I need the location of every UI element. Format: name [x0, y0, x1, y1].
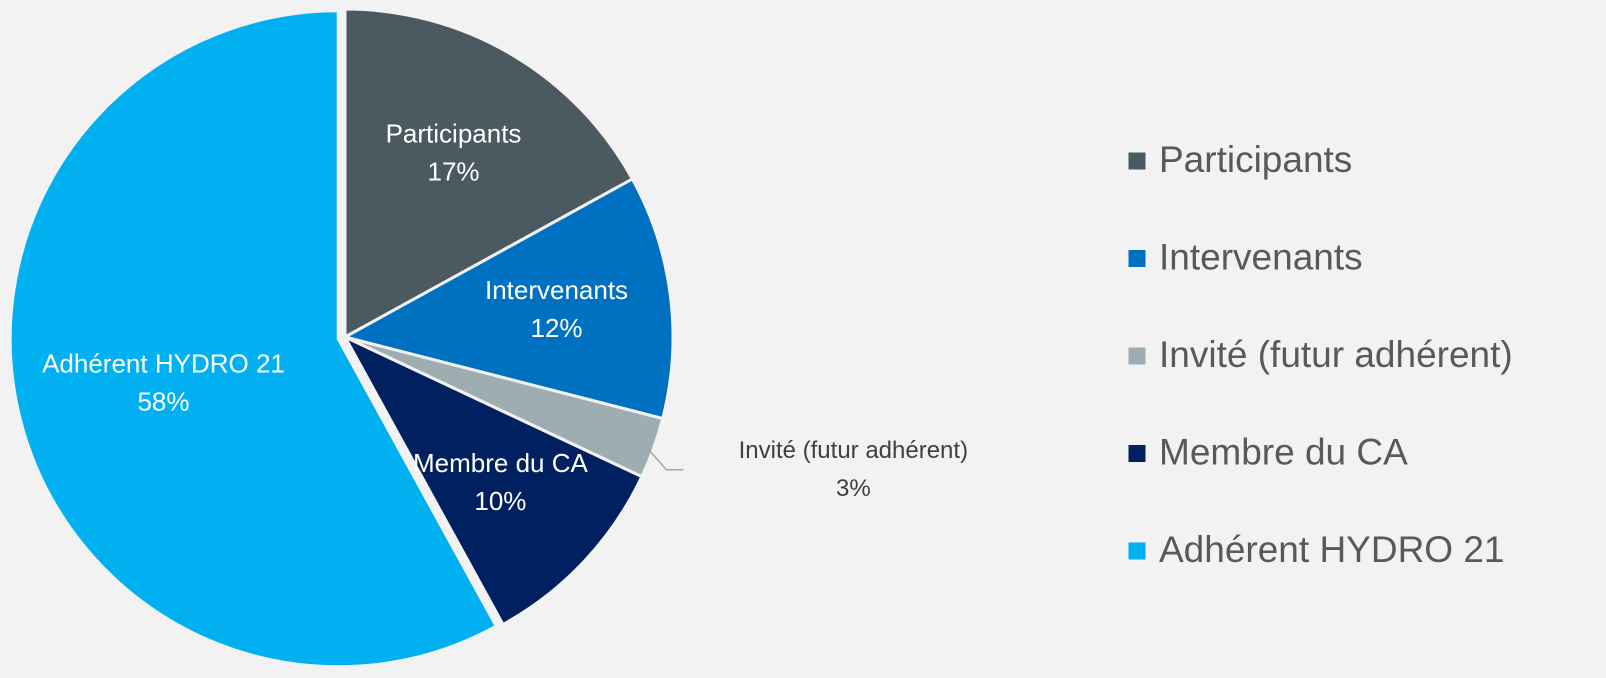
slice-label: Adhérent HYDRO 21 [42, 348, 285, 378]
leader-line [643, 444, 684, 471]
slice-value: 10% [474, 486, 526, 516]
legend-label: Intervenants [1159, 236, 1363, 277]
legend-swatch [1127, 346, 1147, 366]
legend-label: Invité (futur adhérent) [1159, 334, 1513, 375]
slice-value: 3% [836, 475, 871, 502]
legend-swatch [1127, 444, 1147, 463]
slice-label: Intervenants [485, 275, 628, 305]
legend-swatch [1127, 249, 1147, 268]
legend-swatch [1127, 541, 1147, 561]
pie-slice [341, 333, 644, 627]
pie-slice [343, 7, 635, 340]
pie-slice [8, 9, 499, 669]
slice-value: 12% [530, 313, 582, 343]
legend-label: Participants [1159, 139, 1352, 180]
pie-slice [340, 176, 675, 421]
slice-label: Invité (futur adhérent) [739, 437, 968, 464]
legend-label: Adhérent HYDRO 21 [1159, 529, 1505, 570]
slice-label: Participants [386, 118, 522, 148]
legend-swatch [1127, 151, 1147, 171]
slice-value: 58% [137, 386, 189, 416]
legend-label: Membre du CA [1159, 431, 1408, 472]
slice-value: 17% [428, 156, 480, 186]
slice-label: Membre du CA [413, 448, 588, 478]
